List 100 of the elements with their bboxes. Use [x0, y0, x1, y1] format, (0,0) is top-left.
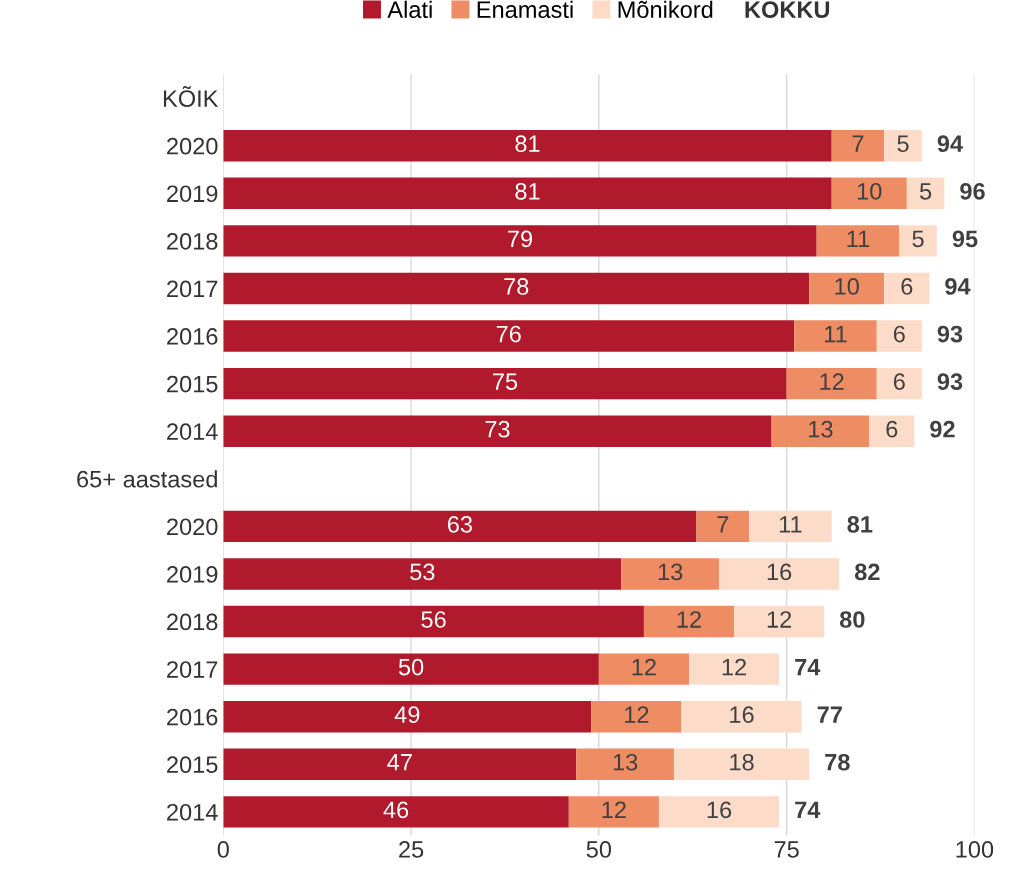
data-label: 10	[835, 278, 859, 295]
data-label: 76	[496, 325, 521, 343]
data-label: 6	[886, 420, 898, 438]
data-label: 18	[730, 753, 754, 771]
bar	[591, 700, 682, 733]
y-tick-label: 2019	[167, 185, 218, 203]
bar	[884, 272, 930, 305]
data-label: 13	[809, 420, 833, 438]
bar	[223, 367, 787, 400]
total-label: 95	[952, 230, 978, 248]
total-label: 74	[795, 801, 821, 818]
y-tick-label: 2018	[167, 613, 218, 631]
data-label: 11	[824, 325, 847, 343]
bar	[794, 320, 877, 352]
bar	[223, 272, 810, 305]
x-tick-label: 100	[956, 841, 994, 858]
bar	[223, 415, 772, 447]
total-label: 82	[854, 563, 880, 581]
data-label: 13	[658, 563, 683, 581]
total-label: 93	[937, 325, 963, 343]
x-tick-label: 0	[217, 841, 229, 858]
y-tick-label: 2017	[167, 280, 218, 298]
bar	[816, 225, 900, 257]
bar	[899, 225, 937, 257]
bar	[771, 415, 870, 447]
total-label: 80	[839, 611, 865, 628]
data-label: 49	[394, 706, 420, 724]
x-tick-label: 75	[774, 841, 799, 858]
bar	[673, 748, 810, 780]
y-tick-label: 2020	[167, 518, 218, 536]
total-label: 94	[945, 278, 971, 295]
data-label: 47	[387, 754, 412, 771]
total-label: 92	[930, 420, 955, 438]
bar	[643, 605, 735, 638]
bar	[884, 130, 922, 162]
data-label: 12	[767, 611, 792, 628]
bar	[749, 510, 832, 543]
data-label: 16	[707, 801, 732, 819]
bar	[223, 748, 577, 780]
y-tick-label: 65+ aastased	[77, 470, 217, 488]
data-label: 13	[613, 753, 638, 771]
x-tick-label: 50	[586, 841, 612, 858]
bar	[223, 320, 795, 352]
bar	[576, 748, 674, 780]
y-tick-label: 2016	[167, 328, 218, 345]
data-label: 63	[447, 515, 472, 533]
bar	[223, 510, 697, 543]
data-label: 78	[504, 278, 529, 295]
y-tick-label: 2016	[167, 708, 218, 726]
y-tick-label: 2015	[167, 375, 218, 393]
bar	[809, 272, 885, 305]
bar	[876, 320, 922, 352]
data-label: 12	[820, 373, 844, 390]
bar	[621, 558, 720, 590]
bar	[223, 653, 599, 685]
bar	[223, 605, 644, 638]
total-label: 94	[937, 135, 963, 153]
bar	[223, 558, 622, 590]
data-label: 5	[897, 135, 909, 153]
bar	[681, 700, 802, 733]
legend-label: Alati	[387, 0, 432, 19]
bar	[223, 177, 832, 210]
bar	[786, 367, 877, 400]
total-label: 96	[960, 182, 985, 200]
bar	[719, 558, 840, 590]
y-tick-label: 2017	[167, 661, 218, 678]
legend-label: Mõnikord	[618, 0, 713, 19]
total-label: 81	[847, 515, 873, 533]
data-label: 81	[515, 135, 540, 153]
bar	[831, 177, 907, 210]
data-label: 12	[677, 611, 701, 628]
total-label: 74	[795, 658, 821, 676]
data-label: 6	[893, 373, 905, 390]
bar	[696, 510, 750, 543]
bar	[223, 225, 817, 257]
total-label: 77	[817, 706, 842, 723]
bar	[906, 177, 945, 210]
data-label: 12	[722, 658, 746, 676]
data-label: 12	[625, 706, 649, 723]
data-label: 79	[508, 230, 532, 248]
y-tick-label: KÕIK	[163, 85, 219, 107]
text: KOKKU	[745, 1, 830, 19]
data-label: 6	[893, 325, 905, 343]
total-label: 78	[825, 753, 850, 771]
y-tick-label: 2015	[167, 756, 218, 774]
bar	[223, 130, 832, 162]
y-tick-label: 2020	[167, 137, 218, 155]
bar	[831, 130, 885, 162]
bar	[869, 415, 915, 447]
data-label: 16	[730, 706, 754, 724]
y-tick-label: 2018	[167, 232, 218, 250]
data-label: 56	[421, 611, 446, 628]
data-label: 5	[919, 183, 932, 200]
data-label: 75	[493, 373, 518, 390]
data-label: 12	[632, 658, 656, 676]
bar	[658, 796, 780, 828]
data-label: 5	[912, 230, 924, 248]
data-label: 53	[410, 563, 435, 581]
bar	[223, 700, 592, 733]
data-label: 50	[398, 658, 424, 676]
